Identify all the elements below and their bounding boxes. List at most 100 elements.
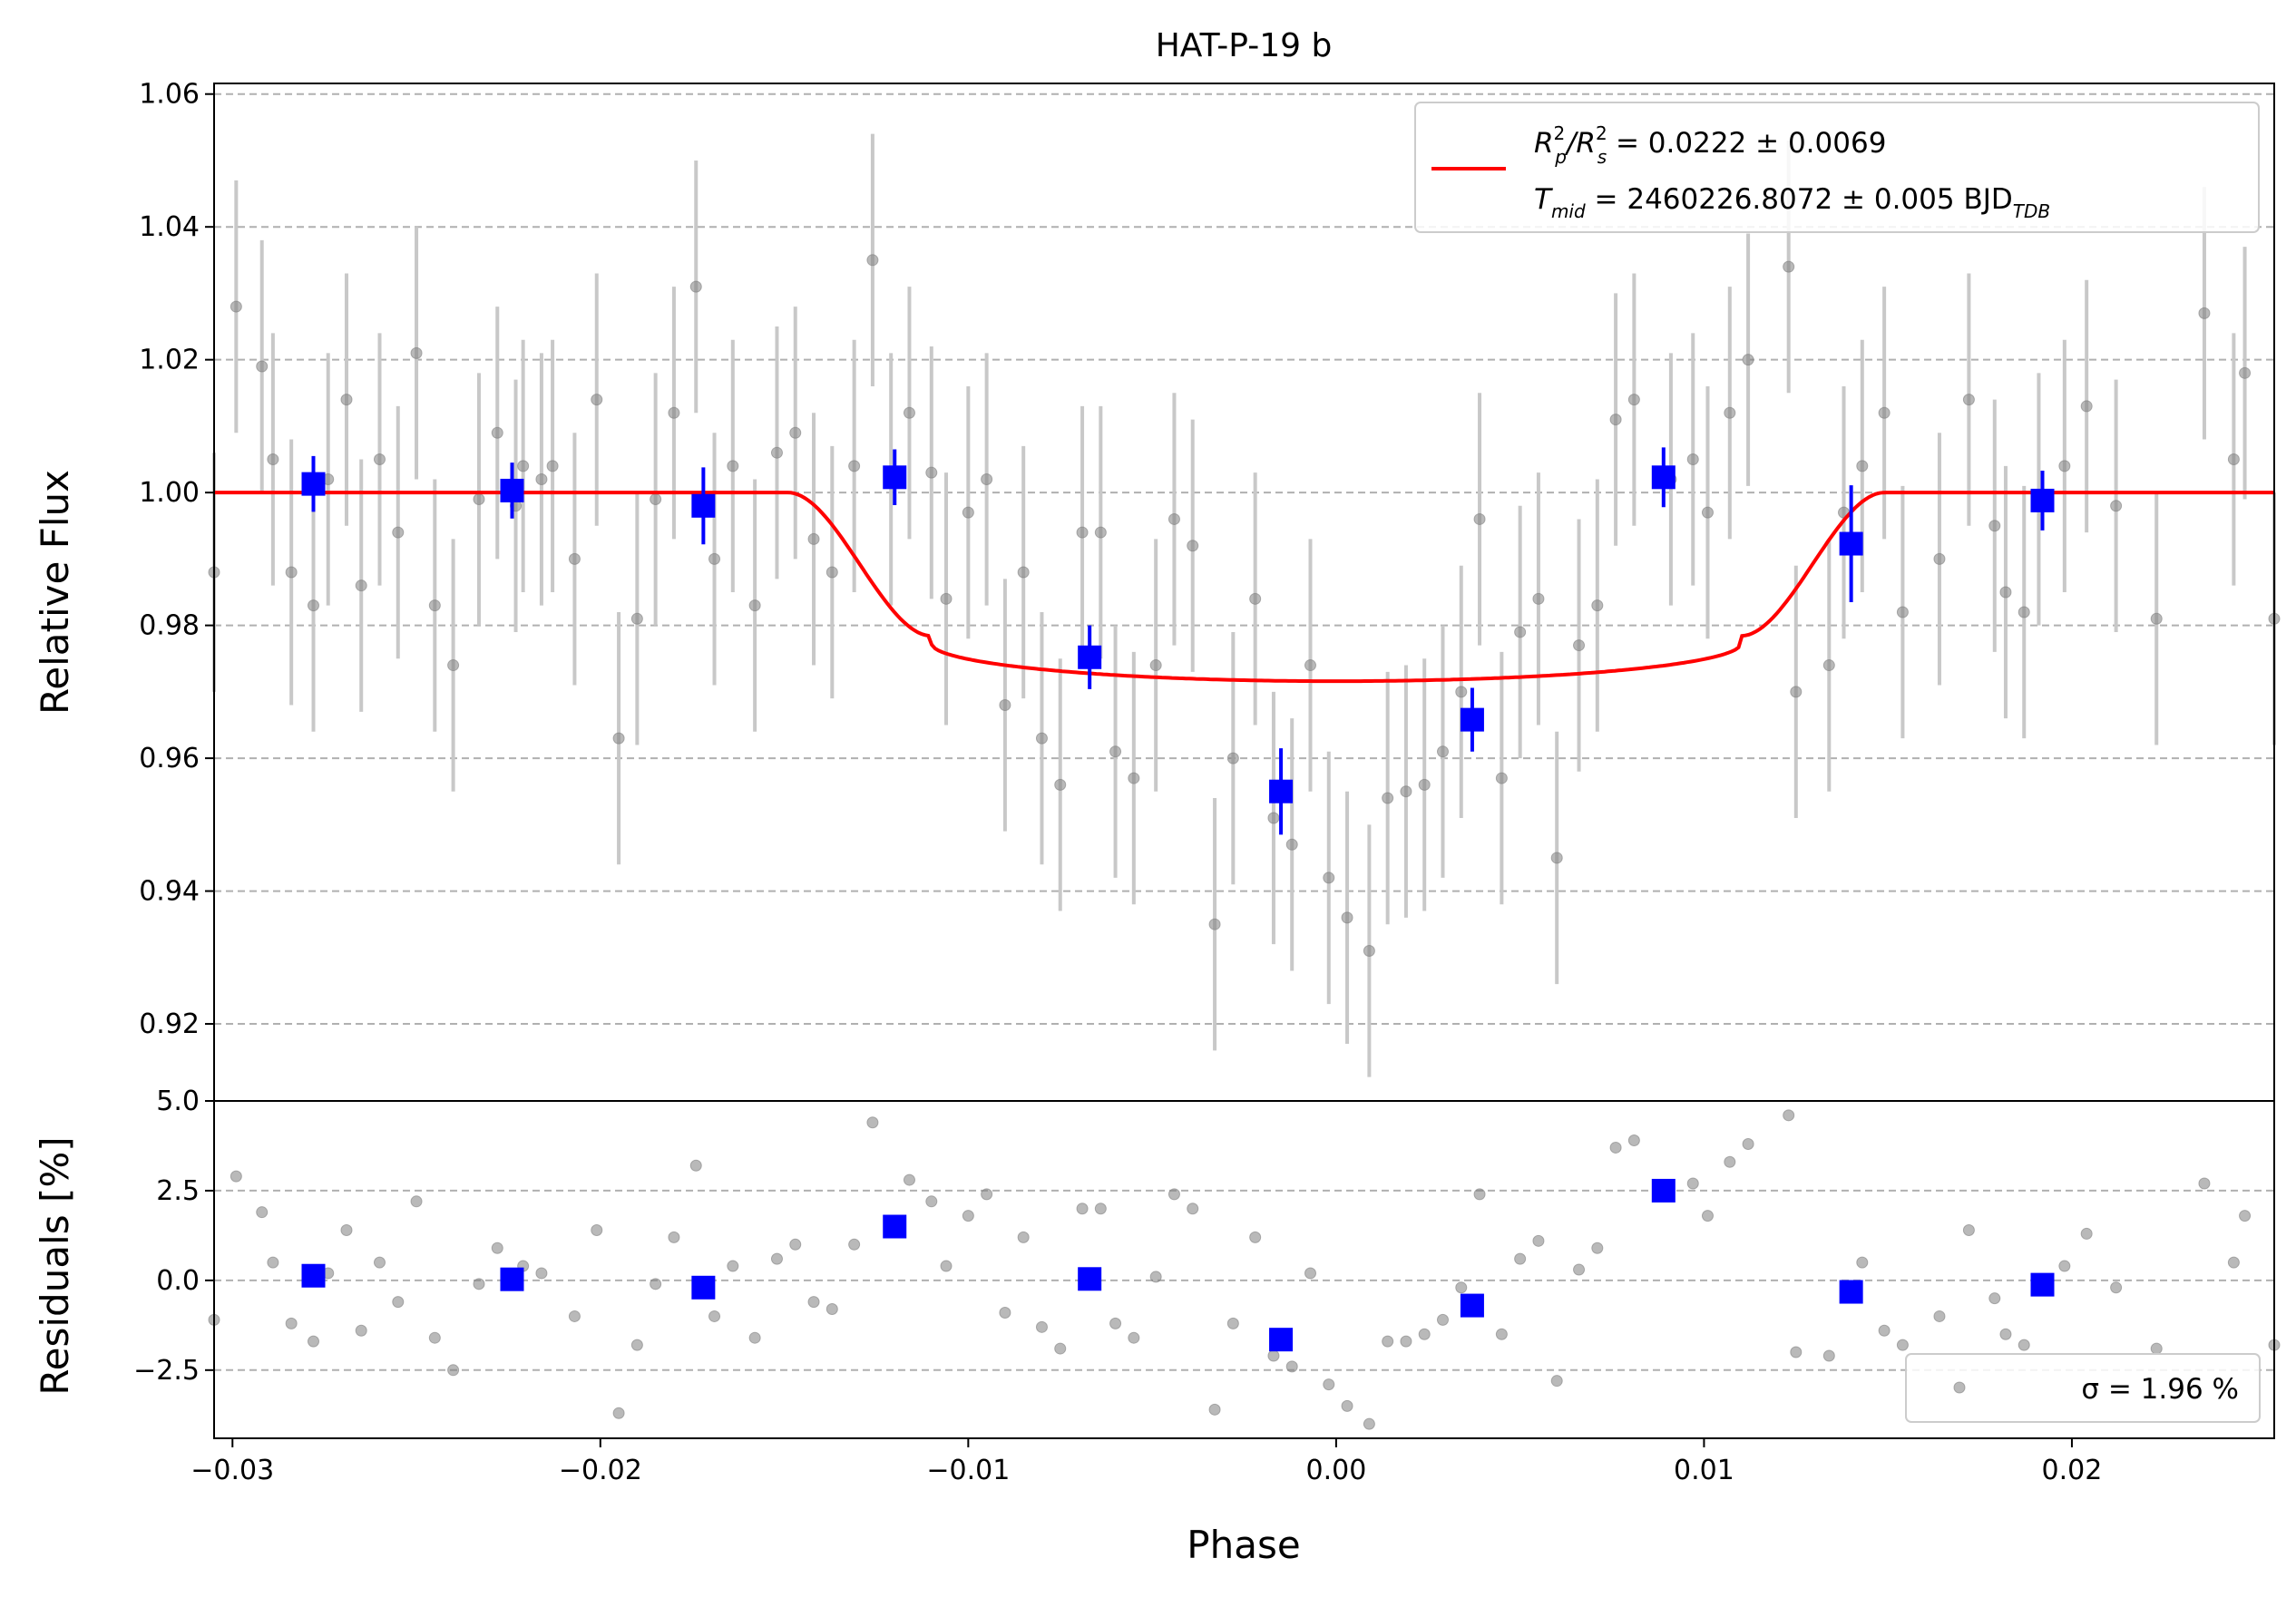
residuals-raw-point: [473, 1278, 485, 1290]
flux-binned-point: [1460, 707, 1484, 732]
residuals-raw-point: [1933, 1310, 1946, 1322]
residuals-raw-point: [2018, 1339, 2030, 1351]
residuals-raw-point: [1187, 1203, 1199, 1215]
residuals-binned-point: [691, 1275, 716, 1300]
flux-y-tick-label: 0.96: [139, 743, 200, 774]
residuals-binned-point: [1460, 1293, 1484, 1318]
flux-legend: R2 p/R2 s = 0.0222 ± 0.0069 Tmid = 2460226…: [1414, 102, 2260, 233]
residuals-y-axis-label: Residuals [%]: [33, 1136, 77, 1395]
residuals-raw-point: [1054, 1342, 1067, 1355]
flux-raw-point: [925, 466, 938, 479]
flux-raw-points: [208, 254, 2281, 957]
flux-raw-point: [748, 599, 761, 612]
residuals-raw-point: [1168, 1188, 1180, 1201]
flux-y-axis-label: Relative Flux: [33, 470, 77, 715]
flux-raw-point: [1627, 394, 1640, 406]
phase-x-tick-label: −0.03: [191, 1455, 274, 1486]
flux-raw-point: [1076, 526, 1089, 539]
flux-y-tick-label: 1.02: [139, 345, 200, 376]
residuals-raw-point: [392, 1296, 405, 1309]
residuals-raw-point: [447, 1364, 460, 1377]
flux-raw-point: [1436, 745, 1449, 758]
residuals-raw-point: [1249, 1231, 1262, 1243]
chart-title: HAT-P-19 b: [1156, 27, 1333, 64]
residuals-raw-point: [1724, 1155, 1736, 1168]
residuals-raw-point: [1609, 1141, 1622, 1154]
residuals-y-tick-label: 2.5: [156, 1175, 200, 1207]
flux-y-tick-label: 1.04: [139, 211, 200, 243]
residuals-raw-point: [2080, 1227, 2093, 1240]
flux-raw-point: [2239, 366, 2252, 379]
flux-raw-point: [392, 526, 405, 539]
flux-binned-point: [1651, 465, 1676, 490]
flux-raw-point: [1017, 566, 1030, 579]
residuals-raw-point: [848, 1238, 861, 1251]
flux-raw-point: [962, 506, 974, 519]
legend-slash-r: /R: [1564, 127, 1596, 160]
flux-binned-point: [1839, 531, 1863, 556]
residuals-binned-point: [1269, 1328, 1294, 1352]
flux-raw-point: [1473, 512, 1486, 525]
legend-tmid-value: = 2460226.8072 ± 0.005 BJD: [1586, 183, 2013, 216]
residuals-raw-point: [903, 1173, 915, 1186]
flux-raw-point: [1418, 778, 1431, 791]
residuals-raw-point: [1455, 1281, 1468, 1294]
flux-raw-point: [708, 552, 721, 565]
flux-raw-point: [866, 254, 879, 267]
residuals-raw-point: [807, 1296, 820, 1309]
residuals-raw-point: [1149, 1271, 1162, 1283]
flux-raw-point: [410, 346, 423, 359]
residuals-raw-point: [2227, 1256, 2240, 1269]
flux-raw-point: [1742, 354, 1754, 366]
transit-model-curve: [214, 491, 2274, 684]
residuals-raw-point: [1094, 1203, 1107, 1215]
residuals-raw-point: [1550, 1375, 1563, 1388]
flux-raw-point: [630, 612, 643, 625]
flux-raw-point: [1226, 752, 1239, 764]
residuals-raw-point: [1573, 1263, 1586, 1276]
residuals-raw-point: [1128, 1331, 1140, 1344]
flux-raw-point: [1035, 732, 1048, 745]
legend-rs-sub: s: [1597, 146, 1607, 168]
residuals-raw-point: [925, 1195, 938, 1208]
flux-raw-point: [2018, 606, 2030, 618]
residuals-raw-point: [2150, 1342, 2163, 1355]
residuals-raw-point: [1323, 1378, 1335, 1391]
residuals-raw-point: [789, 1238, 802, 1251]
flux-y-tick-label: 1.06: [139, 79, 200, 111]
flux-raw-point: [807, 532, 820, 545]
residuals-binned-point: [1651, 1178, 1676, 1203]
residuals-raw-point: [708, 1310, 721, 1322]
residuals-raw-point: [866, 1116, 879, 1129]
flux-raw-point: [1822, 659, 1835, 672]
residuals-raw-point: [256, 1206, 269, 1219]
flux-raw-point: [1285, 838, 1298, 851]
residuals-raw-point: [1532, 1234, 1545, 1247]
flux-raw-point: [1609, 414, 1622, 426]
flux-raw-point: [535, 472, 548, 485]
residuals-raw-point: [826, 1303, 838, 1316]
residuals-raw-point: [650, 1278, 662, 1290]
flux-raw-point: [727, 460, 739, 472]
flux-raw-point: [2080, 400, 2093, 413]
residuals-y-tick-label: −2.5: [133, 1355, 200, 1387]
legend-rs-sup: 2: [1596, 122, 1607, 144]
flux-raw-point: [256, 360, 269, 373]
flux-raw-point: [1187, 540, 1199, 552]
residuals-raw-point: [267, 1256, 279, 1269]
residuals-raw-point: [1382, 1335, 1394, 1348]
flux-raw-point: [473, 492, 485, 505]
flux-raw-point: [1168, 512, 1180, 525]
flux-raw-point: [1149, 659, 1162, 672]
residuals-raw-point: [1341, 1399, 1353, 1412]
residuals-raw-point: [1226, 1317, 1239, 1329]
flux-raw-point: [1208, 918, 1221, 930]
flux-raw-point: [1724, 406, 1736, 419]
residuals-binned-points: [301, 1178, 2055, 1352]
flux-raw-point: [1896, 606, 1909, 618]
flux-raw-point: [1363, 944, 1375, 957]
flux-raw-point: [355, 579, 367, 592]
flux-raw-point: [340, 394, 353, 406]
residuals-binned-point: [1078, 1267, 1102, 1291]
flux-raw-point: [612, 732, 625, 745]
